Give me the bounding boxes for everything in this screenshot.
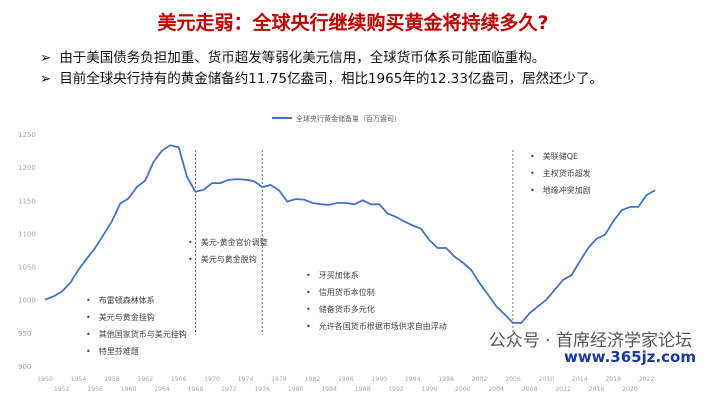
y-tick-label: 1000	[18, 297, 36, 305]
x-tick-label: 2012	[555, 386, 571, 393]
x-tick-label: 1952	[54, 386, 70, 393]
x-tick-label: 1954	[71, 376, 87, 383]
page-title: 美元走弱：全球央行继续购买黄金将持续多久?	[157, 12, 549, 34]
x-tick-label: 1960	[121, 386, 137, 393]
x-tick-label: 1956	[87, 386, 103, 393]
annotation-item: 美元-黄金官价调整	[188, 234, 268, 251]
watermark: 公众号 · 首席经济学家论坛	[488, 331, 692, 351]
x-tick-label: 1966	[171, 376, 187, 383]
bullet-marker: ➢	[40, 50, 52, 66]
y-tick-label: 1200	[18, 164, 36, 172]
x-tick-label: 1958	[104, 376, 120, 383]
bullet-text: 由于美国债务负担加重、货币超发等弱化美元信用，全球货币体系可能面临重构。	[59, 50, 546, 66]
bullet-1: ➢ 由于美国债务负担加重、货币超发等弱化美元信用，全球货币体系可能面临重构。	[40, 46, 545, 66]
annotation-item: 其他国家货币与美元挂钩	[86, 326, 187, 343]
x-tick-label: 1990	[371, 376, 387, 383]
x-tick-label: 1976	[254, 386, 270, 393]
x-tick-label: 1984	[321, 386, 337, 393]
x-tick-label: 2020	[622, 386, 638, 393]
x-tick-label: 1950	[37, 376, 53, 383]
x-tick-label: 1986	[338, 376, 354, 383]
x-tick-label: 1992	[388, 386, 404, 393]
y-tick-label: 1100	[18, 230, 36, 238]
x-tick-label: 1996	[422, 386, 438, 393]
annotation-item: 布雷顿森林体系	[86, 292, 187, 309]
annotation-qe: 美联储QE主权货币超发地缘冲突加剧	[530, 148, 591, 199]
annotation-item: 美联储QE	[530, 148, 591, 165]
annotation-decoupling: 美元-黄金官价调整美元与黄金脱钩	[188, 234, 268, 268]
annotation-item: 储备货币多元化	[306, 301, 447, 318]
x-tick-label: 1978	[271, 376, 287, 383]
x-tick-label: 1988	[355, 386, 371, 393]
annotation-item: 特里芬难题	[86, 343, 187, 360]
x-tick-label: 1964	[154, 386, 170, 393]
x-tick-label: 1982	[305, 376, 321, 383]
x-tick-label: 2016	[589, 386, 605, 393]
annotation-jamaica: 牙买加体系信用货币本位制储备货币多元化允许各国货币根据市场供求自由浮动	[306, 267, 447, 335]
x-tick-label: 2008	[522, 386, 538, 393]
x-tick-label: 2018	[605, 376, 621, 383]
x-tick-label: 2002	[472, 376, 488, 383]
x-tick-label: 2000	[455, 386, 471, 393]
x-tick-label: 1972	[221, 386, 237, 393]
bullet-marker: ➢	[40, 71, 52, 87]
x-tick-label: 1962	[137, 376, 153, 383]
annotation-item: 美元与黄金脱钩	[188, 251, 268, 268]
y-tick-label: 1050	[18, 264, 36, 272]
x-tick-label: 1968	[188, 386, 204, 393]
annotation-bretton-woods: 布雷顿森林体系美元与黄金挂钩其他国家货币与美元挂钩特里芬难题	[86, 292, 187, 360]
annotation-item: 地缘冲突加剧	[530, 182, 591, 199]
y-tick-label: 900	[18, 363, 31, 371]
annotation-item: 美元与黄金挂钩	[86, 309, 187, 326]
x-tick-label: 2004	[488, 386, 504, 393]
x-tick-label: 1998	[438, 376, 454, 383]
y-tick-label: 950	[18, 330, 31, 338]
y-tick-label: 1250	[18, 131, 36, 139]
x-tick-label: 1980	[288, 386, 304, 393]
x-tick-label: 1974	[238, 376, 254, 383]
x-tick-label: 1970	[204, 376, 220, 383]
y-tick-label: 1150	[18, 197, 36, 205]
annotation-item: 信用货币本位制	[306, 284, 447, 301]
site-url: www.365jz.com	[563, 348, 696, 366]
gold-reserve-line	[44, 144, 656, 324]
x-tick-label: 2010	[538, 376, 554, 383]
annotation-item: 主权货币超发	[530, 165, 591, 182]
x-tick-label: 2006	[505, 376, 521, 383]
annotation-item: 牙买加体系	[306, 267, 447, 284]
bullet-text: 目前全球央行持有的黄金储备约11.75亿盎司，相比1965年的12.33亿盎司，…	[59, 71, 603, 87]
bullet-2: ➢ 目前全球央行持有的黄金储备约11.75亿盎司，相比1965年的12.33亿盎司…	[40, 67, 603, 87]
x-tick-label: 2014	[572, 376, 588, 383]
x-tick-label: 2022	[639, 376, 655, 383]
annotation-item: 允许各国货币根据市场供求自由浮动	[306, 318, 447, 335]
x-tick-label: 1994	[405, 376, 421, 383]
legend-label: 全球央行黄金储备量（百万盎司）	[296, 114, 401, 123]
